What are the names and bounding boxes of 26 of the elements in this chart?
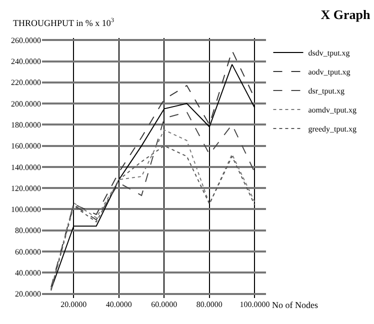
y-tick-label: 20.0000 <box>15 290 41 299</box>
x-tick-label: 60.0000 <box>151 300 178 309</box>
y-tick-label: 240.0000 <box>11 57 41 66</box>
y-tick-label: 200.0000 <box>11 99 41 108</box>
y-tick-label: 100.0000 <box>11 205 41 214</box>
y-axis-title: THROUGHPUT in % x 10$^{3}$ <box>13 17 114 28</box>
x-tick-label: 80.0000 <box>196 300 222 309</box>
y-tick-label: 80.0000 <box>15 226 41 236</box>
y-tick-label: 60.0000 <box>15 247 41 256</box>
x-axis-title: No of Nodes <box>272 300 318 310</box>
y-tick-label: 160.0000 <box>11 142 41 151</box>
y-tick-label: 140.0000 <box>11 162 41 172</box>
x-tick-label: 20.0000 <box>60 300 87 309</box>
y-tick-label: 260.0000 <box>11 36 41 45</box>
y-tick-label: 220.0000 <box>11 78 41 88</box>
text: X Graph <box>320 6 372 22</box>
y-tick-label: 180.0000 <box>11 120 41 130</box>
legend-label: aomdv_tput.xg <box>308 106 356 115</box>
legend-label: dsr_tput.xg <box>308 86 344 96</box>
x-tick-label: 100.0000 <box>240 300 270 309</box>
legend-label: greedy_tput.xg <box>308 124 356 134</box>
y-tick-label: 40.0000 <box>15 268 41 278</box>
y-tick-label: 120.0000 <box>11 184 41 193</box>
legend-label: aodv_tput.xg <box>308 68 350 77</box>
legend-label: dsdv_tput.xg <box>308 48 350 58</box>
x-tick-label: 40.0000 <box>106 300 132 309</box>
